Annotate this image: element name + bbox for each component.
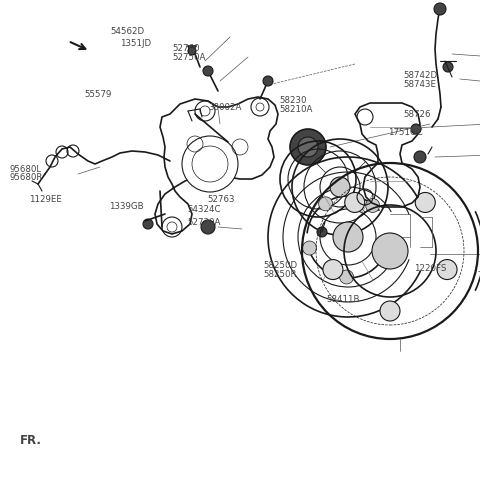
Text: 58742D: 58742D: [403, 71, 437, 80]
Circle shape: [414, 151, 426, 164]
Text: 1351JD: 1351JD: [120, 39, 151, 48]
Text: 58250D: 58250D: [263, 261, 297, 270]
Text: 52760: 52760: [173, 44, 200, 53]
Text: 38002A: 38002A: [209, 103, 242, 112]
Circle shape: [302, 242, 316, 256]
Text: 1339GB: 1339GB: [109, 202, 144, 211]
Circle shape: [434, 4, 446, 16]
Text: 58411B: 58411B: [326, 295, 360, 303]
Circle shape: [319, 197, 333, 212]
Text: 58726: 58726: [403, 110, 431, 119]
Circle shape: [372, 233, 408, 270]
Text: 54562D: 54562D: [110, 27, 144, 36]
Text: 52763: 52763: [207, 195, 235, 204]
Circle shape: [437, 260, 457, 280]
Circle shape: [201, 221, 215, 235]
Circle shape: [411, 125, 421, 135]
Circle shape: [366, 199, 380, 213]
Circle shape: [317, 227, 327, 238]
Text: 95680R: 95680R: [10, 173, 43, 182]
Text: 1129EE: 1129EE: [29, 195, 61, 204]
Text: 58230: 58230: [279, 96, 307, 105]
Circle shape: [143, 220, 153, 229]
Circle shape: [188, 48, 196, 56]
Text: 1751GC: 1751GC: [388, 128, 422, 137]
Circle shape: [203, 67, 213, 77]
Text: FR.: FR.: [20, 433, 42, 446]
Circle shape: [330, 178, 350, 197]
Text: 55579: 55579: [84, 90, 111, 98]
Text: 1220FS: 1220FS: [414, 264, 446, 272]
Circle shape: [340, 271, 354, 285]
Circle shape: [379, 244, 393, 258]
Text: 52730A: 52730A: [187, 217, 221, 226]
Circle shape: [333, 223, 363, 253]
Text: 58250R: 58250R: [263, 270, 297, 278]
Circle shape: [443, 63, 453, 73]
Circle shape: [415, 193, 435, 213]
Circle shape: [298, 138, 318, 158]
Circle shape: [290, 130, 326, 166]
Circle shape: [380, 302, 400, 321]
Text: 95680L: 95680L: [10, 165, 42, 174]
Text: 58210A: 58210A: [279, 105, 313, 114]
Circle shape: [323, 260, 343, 280]
Circle shape: [345, 193, 365, 213]
Circle shape: [263, 77, 273, 87]
Circle shape: [182, 136, 238, 193]
Text: 54324C: 54324C: [187, 205, 221, 213]
Text: 58743E: 58743E: [403, 80, 436, 89]
Text: 52750A: 52750A: [173, 53, 206, 61]
